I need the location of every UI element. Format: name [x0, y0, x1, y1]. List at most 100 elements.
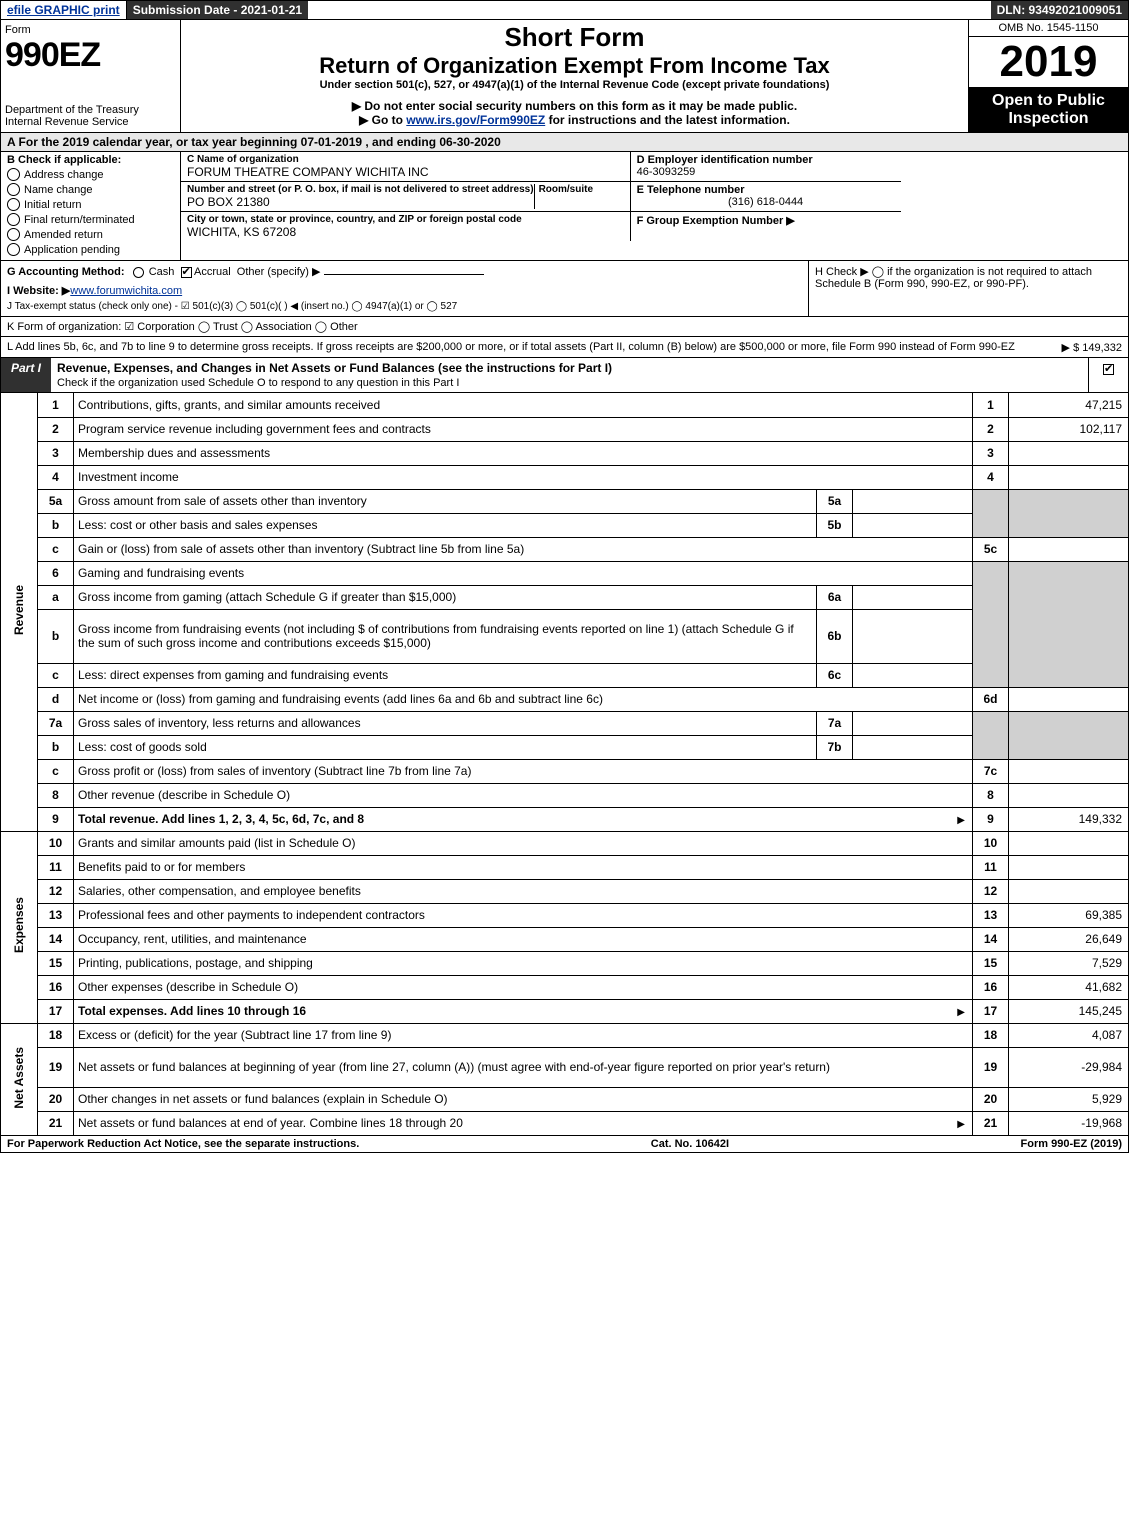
subtitle: Under section 501(c), 527, or 4947(a)(1)…	[187, 79, 962, 91]
row-l-amount: ▶ $ 149,332	[1062, 341, 1122, 354]
cb-name-change[interactable]: Name change	[7, 183, 174, 196]
cb-address-change[interactable]: Address change	[7, 168, 174, 181]
line-6c: c Less: direct expenses from gaming and …	[1, 663, 1129, 687]
line-10: Expenses 10 Grants and similar amounts p…	[1, 831, 1129, 855]
part1-checkbox[interactable]	[1088, 358, 1128, 392]
footer: For Paperwork Reduction Act Notice, see …	[0, 1136, 1129, 1153]
line-1: Revenue 1 Contributions, gifts, grants, …	[1, 393, 1129, 417]
part1-header: Part I Revenue, Expenses, and Changes in…	[0, 358, 1129, 393]
e-label: E Telephone number	[637, 184, 895, 196]
row-l-text: L Add lines 5b, 6c, and 7b to line 9 to …	[7, 341, 1015, 353]
line-12: 12Salaries, other compensation, and empl…	[1, 879, 1129, 903]
street: PO BOX 21380	[187, 195, 534, 209]
cb-accrual[interactable]	[181, 267, 192, 278]
box-c: C Name of organization FORUM THEATRE COM…	[181, 152, 631, 241]
city-label: City or town, state or province, country…	[187, 214, 624, 225]
line-5c: c Gain or (loss) from sale of assets oth…	[1, 537, 1129, 561]
g-label: G Accounting Method:	[7, 266, 125, 278]
other-specify-input[interactable]	[324, 274, 484, 275]
expenses-label: Expenses	[1, 831, 38, 1023]
line-6d: d Net income or (loss) from gaming and f…	[1, 687, 1129, 711]
line-4: 4 Investment income 4	[1, 465, 1129, 489]
cb-final-return[interactable]: Final return/terminated	[7, 213, 174, 226]
short-form-title: Short Form	[187, 22, 962, 53]
line-8: 8 Other revenue (describe in Schedule O)…	[1, 783, 1129, 807]
open-inspection: Open to Public Inspection	[969, 87, 1128, 132]
line-5a: 5a Gross amount from sale of assets othe…	[1, 489, 1129, 513]
line-14: 14Occupancy, rent, utilities, and mainte…	[1, 927, 1129, 951]
f-label: F Group Exemption Number ▶	[637, 214, 895, 227]
line-5b: b Less: cost or other basis and sales ex…	[1, 513, 1129, 537]
return-title: Return of Organization Exempt From Incom…	[187, 53, 962, 79]
note-goto: ▶ Go to www.irs.gov/Form990EZ for instru…	[187, 113, 962, 127]
box-def: D Employer identification number 46-3093…	[631, 152, 901, 241]
line-16: 16Other expenses (describe in Schedule O…	[1, 975, 1129, 999]
row-a-tax-year: A For the 2019 calendar year, or tax yea…	[0, 133, 1129, 152]
room-label: Room/suite	[539, 184, 624, 195]
j-tax-exempt: J Tax-exempt status (check only one) - ☑…	[7, 301, 802, 312]
line-18: Net Assets 18Excess or (deficit) for the…	[1, 1023, 1129, 1047]
header-left: Form 990EZ Department of the Treasury In…	[1, 20, 181, 132]
line-2: 2 Program service revenue including gove…	[1, 417, 1129, 441]
line-3: 3 Membership dues and assessments 3	[1, 441, 1129, 465]
box-b-title: B Check if applicable:	[7, 154, 174, 166]
line-6a: a Gross income from gaming (attach Sched…	[1, 585, 1129, 609]
cb-cash[interactable]	[133, 267, 144, 278]
top-bar: efile GRAPHIC print Submission Date - 20…	[0, 0, 1129, 20]
website-link[interactable]: www.forumwichita.com	[70, 285, 182, 297]
form-header: Form 990EZ Department of the Treasury In…	[0, 20, 1129, 133]
cb-initial-return[interactable]: Initial return	[7, 198, 174, 211]
line-11: 11Benefits paid to or for members11	[1, 855, 1129, 879]
arrow-icon	[954, 1004, 968, 1018]
line-17: 17Total expenses. Add lines 10 through 1…	[1, 999, 1129, 1023]
netassets-label: Net Assets	[1, 1023, 38, 1135]
row-k: K Form of organization: ☑ Corporation ◯ …	[0, 317, 1129, 337]
org-name: FORUM THEATRE COMPANY WICHITA INC	[187, 165, 624, 179]
form-number: 990EZ	[5, 36, 176, 75]
note-ssn: ▶ Do not enter social security numbers o…	[187, 99, 962, 113]
footer-cat: Cat. No. 10642I	[651, 1138, 729, 1150]
submission-date: Submission Date - 2021-01-21	[127, 1, 308, 19]
omb-number: OMB No. 1545-1150	[969, 20, 1128, 37]
header-right: OMB No. 1545-1150 2019 Open to Public In…	[968, 20, 1128, 132]
form-label: Form	[5, 24, 176, 36]
line-6b: b Gross income from fundraising events (…	[1, 609, 1129, 663]
row-ghij: G Accounting Method: Cash Accrual Other …	[0, 261, 1129, 317]
revenue-label: Revenue	[1, 393, 38, 831]
line-13: 13Professional fees and other payments t…	[1, 903, 1129, 927]
c-label: C Name of organization	[187, 154, 624, 165]
box-b: B Check if applicable: Address change Na…	[1, 152, 181, 260]
cb-application-pending[interactable]: Application pending	[7, 243, 174, 256]
i-website-label: I Website: ▶	[7, 285, 70, 297]
line-9: 9 Total revenue. Add lines 1, 2, 3, 4, 5…	[1, 807, 1129, 831]
part1-tab: Part I	[1, 358, 51, 392]
line-21: 21Net assets or fund balances at end of …	[1, 1111, 1129, 1135]
d-label: D Employer identification number	[637, 154, 895, 166]
part1-check-line: Check if the organization used Schedule …	[57, 377, 459, 389]
line-19: 19Net assets or fund balances at beginni…	[1, 1047, 1129, 1087]
efile-print[interactable]: efile GRAPHIC print	[1, 1, 127, 19]
block-bcdef: B Check if applicable: Address change Na…	[0, 152, 1129, 261]
arrow-icon	[954, 1116, 968, 1130]
city-val: WICHITA, KS 67208	[187, 225, 624, 239]
goto-post: for instructions and the latest informat…	[545, 113, 790, 127]
line-7c: c Gross profit or (loss) from sales of i…	[1, 759, 1129, 783]
line-6: 6 Gaming and fundraising events	[1, 561, 1129, 585]
row-h: H Check ▶ ◯ if the organization is not r…	[808, 261, 1128, 316]
footer-left: For Paperwork Reduction Act Notice, see …	[7, 1138, 359, 1150]
line-7a: 7a Gross sales of inventory, less return…	[1, 711, 1129, 735]
irs-link[interactable]: www.irs.gov/Form990EZ	[406, 113, 545, 127]
dln: DLN: 93492021009051	[991, 1, 1128, 19]
tax-year: 2019	[969, 37, 1128, 87]
ein: 46-3093259	[637, 166, 895, 178]
dept-irs: Internal Revenue Service	[5, 116, 176, 128]
efile-link[interactable]: efile GRAPHIC print	[7, 3, 120, 17]
part1-title: Revenue, Expenses, and Changes in Net As…	[51, 358, 1088, 392]
goto-pre: ▶ Go to	[359, 113, 406, 127]
cb-amended-return[interactable]: Amended return	[7, 228, 174, 241]
arrow-icon	[954, 812, 968, 826]
line-15: 15Printing, publications, postage, and s…	[1, 951, 1129, 975]
line-7b: b Less: cost of goods sold 7b	[1, 735, 1129, 759]
dept-treasury: Department of the Treasury	[5, 104, 176, 116]
row-l: L Add lines 5b, 6c, and 7b to line 9 to …	[0, 337, 1129, 358]
